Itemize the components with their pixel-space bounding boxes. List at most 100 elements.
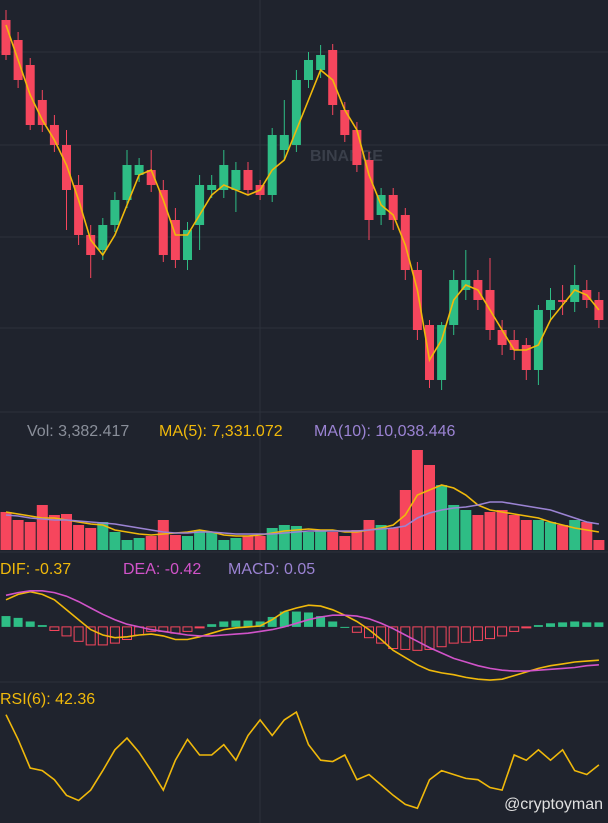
line xyxy=(5,484,600,537)
volume-bar xyxy=(48,515,60,550)
volume-bar xyxy=(157,520,169,550)
candle-body xyxy=(400,215,410,270)
volume-bar xyxy=(12,520,24,550)
volume-bar xyxy=(532,520,544,550)
volume-bar xyxy=(278,525,290,550)
candle-body xyxy=(74,185,84,235)
volume-bar xyxy=(242,536,254,550)
candle-body xyxy=(412,270,422,330)
volume-bar xyxy=(36,505,48,550)
candle-body xyxy=(364,160,374,220)
macd-bar xyxy=(25,621,35,627)
volume-bar xyxy=(520,520,532,550)
macd-bar xyxy=(436,626,447,648)
volume-bar xyxy=(61,514,72,550)
candle-body xyxy=(86,235,96,255)
volume-bar xyxy=(496,510,508,550)
macd-bar xyxy=(109,626,120,644)
line xyxy=(5,590,599,681)
volume-bar xyxy=(194,530,206,550)
candle-body xyxy=(267,135,277,195)
macd-bar xyxy=(37,625,47,627)
macd-bar xyxy=(570,621,580,627)
candle-body xyxy=(546,300,555,310)
macd-bar xyxy=(231,620,241,627)
volume-bar xyxy=(133,538,145,550)
candle-body xyxy=(49,125,59,145)
macd-bar xyxy=(279,611,289,627)
candle-body xyxy=(570,285,580,302)
macd-bar xyxy=(122,626,132,641)
volume-bar xyxy=(206,532,218,550)
volume-label: Vol: 3,382.417 xyxy=(27,423,129,440)
volume-bar xyxy=(581,522,593,550)
volume-bar xyxy=(121,540,133,550)
candle-body xyxy=(316,55,326,70)
candle-body xyxy=(122,165,132,200)
volume-bar xyxy=(557,525,569,550)
volume-bar xyxy=(545,522,556,550)
volume-bar xyxy=(73,525,85,550)
volume-bar xyxy=(303,532,314,550)
macd-bar xyxy=(594,622,604,627)
volume-bar xyxy=(145,536,157,550)
macd-bar xyxy=(194,626,205,629)
macd-bar xyxy=(207,624,217,627)
volume-bar xyxy=(97,522,109,550)
macd-bar xyxy=(351,626,362,633)
macd-bar xyxy=(558,622,568,627)
macd-bar xyxy=(243,620,253,627)
volume-bar xyxy=(339,536,351,550)
candle-body xyxy=(98,225,108,250)
macd-bar xyxy=(533,625,543,627)
macd-label: MACD: 0.05 xyxy=(228,561,315,578)
legend-entry: DEA: -0.42 xyxy=(123,561,201,578)
volume-bar xyxy=(85,528,97,550)
candle-body xyxy=(328,50,338,105)
candle-body xyxy=(183,230,192,260)
macd-bar xyxy=(497,626,508,637)
macd-bar xyxy=(13,617,23,627)
macd-bar xyxy=(267,616,277,627)
macd-bar xyxy=(340,626,350,628)
legend-entry: RSI(6): 42.36 xyxy=(0,691,95,708)
volume-bar xyxy=(436,485,448,550)
candle-body xyxy=(533,310,543,370)
candle-body xyxy=(219,165,229,190)
macd-bar xyxy=(448,626,459,644)
candle-body xyxy=(37,100,47,125)
candle-body xyxy=(231,170,241,190)
candle-body xyxy=(243,170,253,190)
macd-bar xyxy=(85,626,96,646)
volume-bar xyxy=(315,530,327,550)
volume-bar xyxy=(109,532,121,550)
candle-body xyxy=(134,165,144,175)
macd-bar xyxy=(182,626,193,632)
macd-bar xyxy=(61,626,72,637)
macd-bar xyxy=(291,611,301,627)
candle-body xyxy=(388,195,398,220)
volume-bar xyxy=(169,535,181,550)
candle-body xyxy=(279,135,289,150)
legend-entry: MA(5): 7,331.072 xyxy=(159,423,283,440)
volume-bar xyxy=(399,490,411,550)
macd-bar xyxy=(255,621,265,627)
candle-body xyxy=(110,200,120,225)
macd-bar xyxy=(521,626,532,629)
legend-entry: MA(10): 10,038.446 xyxy=(314,423,456,440)
volume-bar xyxy=(593,540,605,550)
candle-body xyxy=(340,110,350,135)
candle-body xyxy=(1,20,11,55)
macd-bar xyxy=(546,623,555,627)
candle-body xyxy=(558,300,568,302)
macd-bar xyxy=(485,626,495,640)
candle-body xyxy=(437,325,447,380)
macd-bar xyxy=(509,626,520,632)
volume-bar xyxy=(448,505,460,550)
line xyxy=(5,710,600,810)
candle-body xyxy=(62,145,71,190)
macd-bar xyxy=(328,621,338,627)
candle-body xyxy=(509,340,519,350)
volume-bar xyxy=(182,536,193,550)
